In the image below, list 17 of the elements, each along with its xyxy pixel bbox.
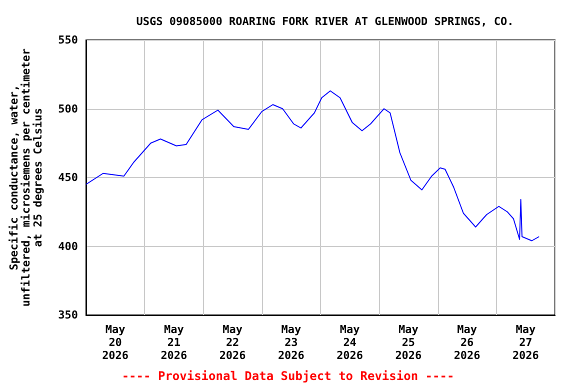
y-tick-label: 450 <box>58 171 78 184</box>
text: ---- Provisional Data Subject to Revision ---- <box>122 369 454 383</box>
y-tick-label: 400 <box>58 240 78 253</box>
x-tick-label: May 20 2026 <box>102 323 129 362</box>
x-tick-label: May 21 2026 <box>160 323 188 362</box>
x-tick-label: May 23 2026 <box>278 323 305 362</box>
x-tick-label: May 22 2026 <box>219 323 246 362</box>
y-axis-title: Specific conductance, water, unfiltered, microsiemens per centimeter at 25 degrees Celsius <box>8 48 44 307</box>
line-series <box>86 90 540 242</box>
x-tick-label: May 27 2026 <box>512 323 540 362</box>
x-tick-label: May 24 2026 <box>336 323 364 362</box>
y-tick-label: 550 <box>58 34 78 46</box>
x-tick-label: May 26 2026 <box>454 323 481 362</box>
y-tick-label: 500 <box>58 102 78 116</box>
x-tick-label: May 25 2026 <box>395 323 422 362</box>
chart-title: USGS 09085000 ROARING FORK RIVER AT GLENWOOD SPRINGS, CO. <box>136 15 514 28</box>
y-tick-label: 350 <box>58 308 78 322</box>
